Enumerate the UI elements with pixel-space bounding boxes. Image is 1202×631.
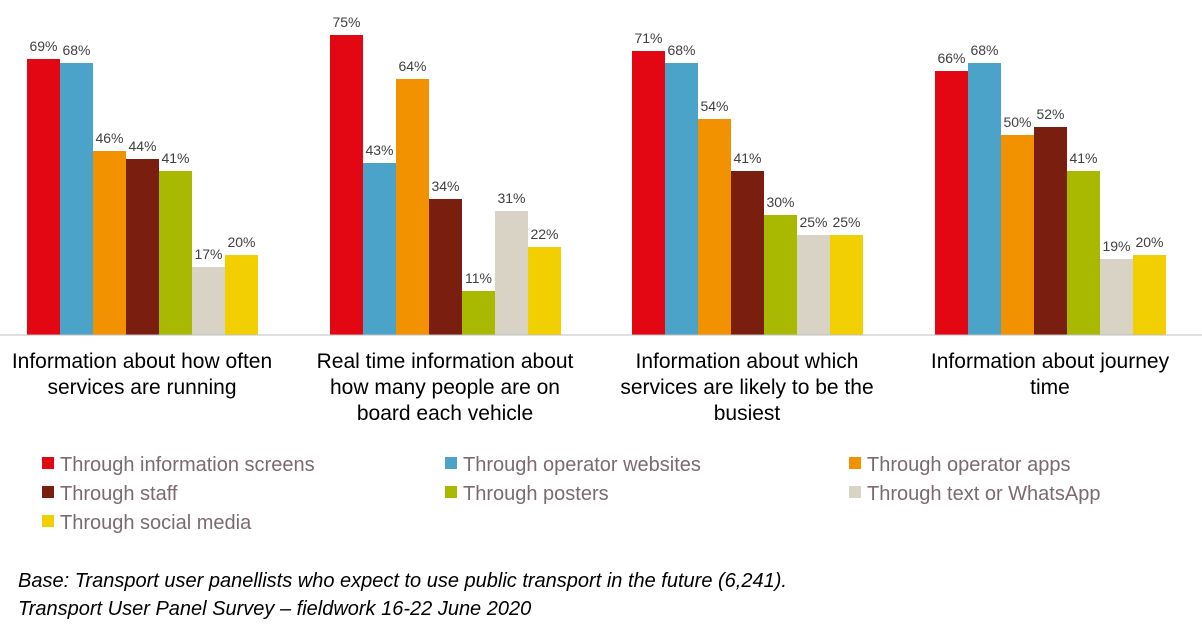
bar-3-7 — [830, 235, 863, 335]
legend-label-1: Through information screens — [60, 454, 315, 476]
bar-2-6 — [495, 211, 528, 335]
bar-1-2 — [60, 63, 93, 335]
bar-3-2 — [665, 63, 698, 335]
bar-2-2 — [363, 163, 396, 335]
category-label-4-line-2: time — [1030, 376, 1070, 399]
bar-3-6 — [797, 235, 830, 335]
data-label-1-5: 41% — [161, 150, 189, 166]
bar-1-7 — [225, 255, 258, 335]
bar-1-1 — [27, 59, 60, 335]
legend-item-7: Through social media — [42, 512, 252, 534]
legend: Through information screens Through opera… — [42, 454, 1100, 534]
bar-1-3 — [93, 151, 126, 335]
bar-2-1 — [330, 35, 363, 335]
legend-item-3: Through operator apps — [849, 454, 1070, 476]
data-label-3-6: 25% — [799, 214, 827, 230]
bars-layer — [27, 35, 1166, 335]
data-label-4-6: 19% — [1102, 238, 1130, 254]
legend-swatch-2 — [445, 457, 457, 469]
data-label-1-3: 46% — [95, 130, 123, 146]
legend-label-7: Through social media — [60, 512, 252, 534]
data-label-4-5: 41% — [1069, 150, 1097, 166]
legend-label-5: Through posters — [463, 483, 609, 505]
data-label-4-2: 68% — [970, 42, 998, 58]
data-labels-layer: 69% 68% 46% 44% 41% 17% 20% 75% 43% 64% 34% 11% 31% 2… — [29, 14, 1163, 286]
bar-3-5 — [764, 215, 797, 335]
category-label-3-line-3: busiest — [714, 402, 781, 425]
legend-item-4: Through staff — [42, 483, 178, 505]
bar-1-4 — [126, 159, 159, 335]
category-label-1-line-2: services are running — [47, 376, 236, 399]
bar-4-6 — [1100, 259, 1133, 335]
data-label-1-2: 68% — [62, 42, 90, 58]
legend-swatch-7 — [42, 515, 54, 527]
category-label-3-line-2: services are likely to be the — [620, 376, 873, 399]
bar-3-3 — [698, 119, 731, 335]
bar-4-2 — [968, 63, 1001, 335]
footnote-source: Transport User Panel Survey – fieldwork … — [18, 598, 532, 620]
bar-2-4 — [429, 199, 462, 335]
legend-item-6: Through text or WhatsApp — [849, 483, 1100, 505]
bar-2-7 — [528, 247, 561, 335]
bar-2-5 — [462, 291, 495, 335]
data-label-3-7: 25% — [832, 214, 860, 230]
bar-4-5 — [1067, 171, 1100, 335]
data-label-1-1: 69% — [29, 38, 57, 54]
data-label-3-5: 30% — [766, 194, 794, 210]
legend-item-2: Through operator websites — [445, 454, 701, 476]
bar-2-3 — [396, 79, 429, 335]
legend-swatch-5 — [445, 486, 457, 498]
data-label-2-4: 34% — [431, 178, 459, 194]
legend-item-5: Through posters — [445, 483, 609, 505]
bar-4-4 — [1034, 127, 1067, 335]
legend-label-6: Through text or WhatsApp — [867, 483, 1100, 505]
category-labels-layer: Information about how often services are … — [12, 350, 1170, 425]
legend-item-1: Through information screens — [42, 454, 315, 476]
category-label-3-line-1: Information about which — [636, 350, 859, 373]
data-label-3-4: 41% — [733, 150, 761, 166]
category-label-1-line-1: Information about how often — [12, 350, 272, 373]
category-label-2-line-1: Real time information about — [317, 350, 574, 373]
bar-3-1 — [632, 51, 665, 335]
data-label-4-3: 50% — [1003, 114, 1031, 130]
data-label-2-1: 75% — [332, 14, 360, 30]
legend-swatch-3 — [849, 457, 861, 469]
data-label-3-3: 54% — [700, 98, 728, 114]
bar-3-4 — [731, 171, 764, 335]
data-label-2-7: 22% — [530, 226, 558, 242]
category-label-2-line-3: board each vehicle — [357, 402, 533, 425]
legend-swatch-6 — [849, 486, 861, 498]
legend-label-3: Through operator apps — [867, 454, 1070, 476]
bar-4-7 — [1133, 255, 1166, 335]
data-label-1-4: 44% — [128, 138, 156, 154]
data-label-2-3: 64% — [398, 58, 426, 74]
bar-4-3 — [1001, 135, 1034, 335]
footnote-base: Base: Transport user panellists who expe… — [18, 570, 787, 592]
bar-chart: 69% 68% 46% 44% 41% 17% 20% 75% 43% 64% 34% 11% 31% 2… — [0, 14, 1202, 534]
bar-1-6 — [192, 267, 225, 335]
data-label-4-4: 52% — [1036, 106, 1064, 122]
data-label-2-6: 31% — [497, 190, 525, 206]
data-label-3-1: 71% — [634, 30, 662, 46]
bar-4-1 — [935, 71, 968, 335]
data-label-2-2: 43% — [365, 142, 393, 158]
legend-swatch-4 — [42, 486, 54, 498]
legend-swatch-1 — [42, 457, 54, 469]
data-label-4-1: 66% — [937, 50, 965, 66]
data-label-4-7: 20% — [1135, 234, 1163, 250]
data-label-1-6: 17% — [194, 246, 222, 262]
category-label-2-line-2: how many people are on — [330, 376, 560, 399]
data-label-1-7: 20% — [227, 234, 255, 250]
category-label-4-line-1: Information about journey — [931, 350, 1170, 373]
legend-label-4: Through staff — [60, 483, 178, 505]
data-label-2-5: 11% — [465, 270, 492, 286]
legend-label-2: Through operator websites — [463, 454, 701, 476]
bar-1-5 — [159, 171, 192, 335]
data-label-3-2: 68% — [667, 42, 695, 58]
